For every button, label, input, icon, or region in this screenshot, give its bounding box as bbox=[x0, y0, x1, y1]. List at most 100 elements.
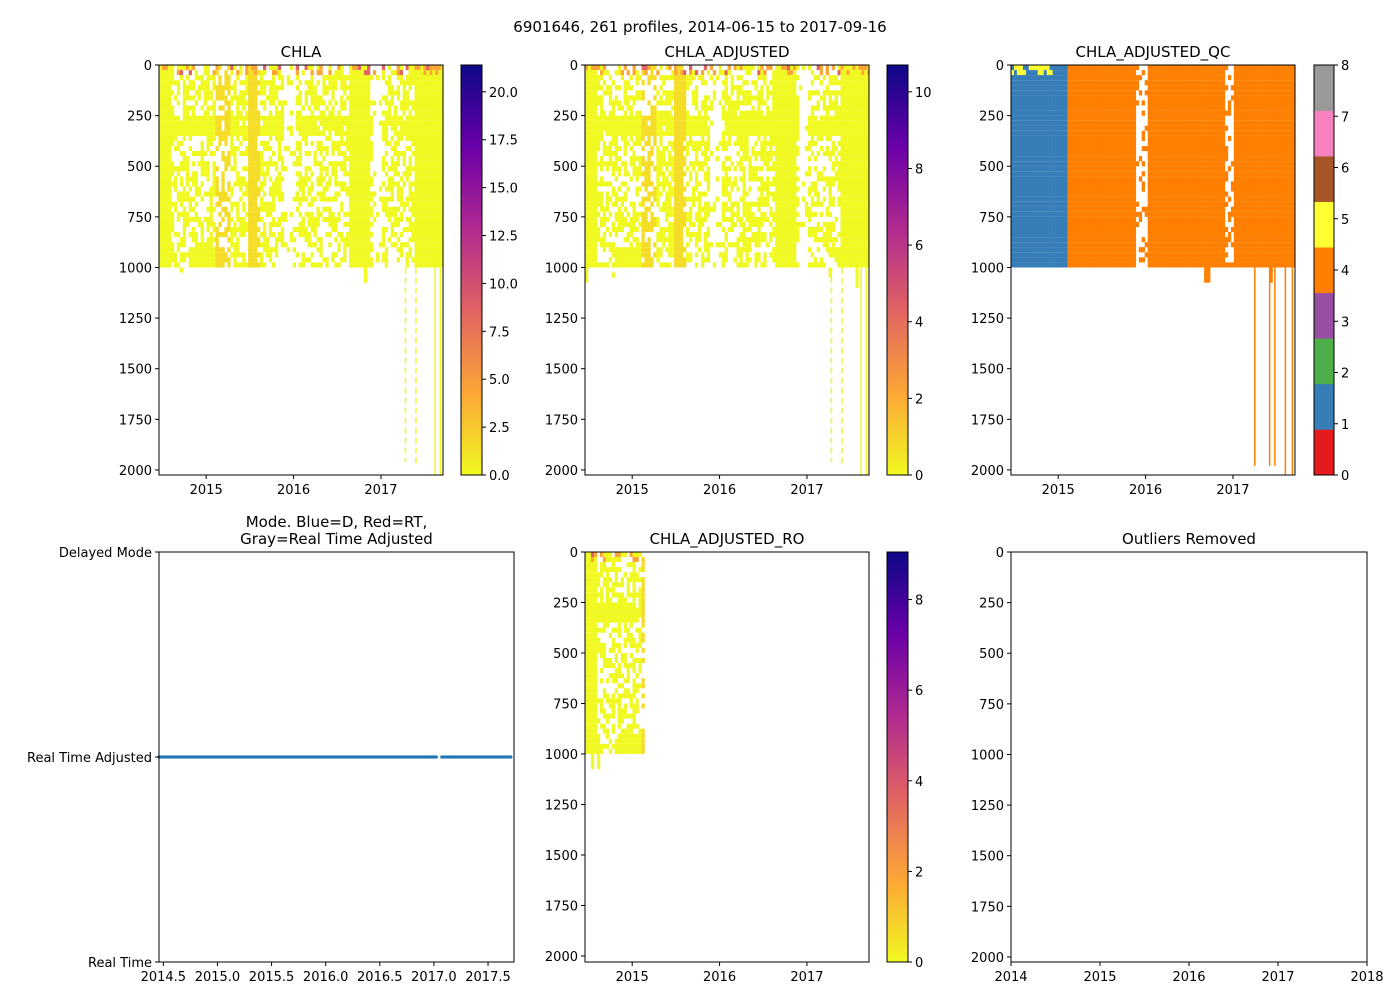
heatmap-cell bbox=[730, 206, 734, 212]
heatmap-cell bbox=[159, 221, 163, 227]
heatmap-cell bbox=[703, 237, 708, 243]
heatmap-cell bbox=[674, 171, 678, 177]
heatmap-cell bbox=[283, 100, 288, 106]
heatmap-cell bbox=[206, 262, 210, 268]
heatmap-cell bbox=[662, 186, 666, 192]
heatmap-cell bbox=[387, 80, 392, 86]
heatmap-cell bbox=[164, 130, 169, 136]
heatmap-cell bbox=[411, 120, 415, 126]
heatmap-cell bbox=[358, 176, 362, 182]
heatmap-cell bbox=[432, 227, 436, 233]
heatmap-cell bbox=[162, 105, 166, 111]
heatmap-cell bbox=[724, 125, 728, 131]
heatmap-cell bbox=[361, 196, 365, 202]
heatmap-cell bbox=[405, 105, 409, 111]
heatmap-cell bbox=[858, 100, 862, 106]
heatmap-cell bbox=[846, 211, 850, 217]
heatmap-cell bbox=[697, 140, 702, 146]
heatmap-cell bbox=[182, 196, 187, 202]
heatmap-cell bbox=[432, 252, 436, 258]
heatmap-cell bbox=[224, 85, 228, 91]
heatmap-cell bbox=[159, 242, 163, 248]
heatmap-cell bbox=[369, 140, 374, 146]
heatmap-cell bbox=[218, 125, 222, 131]
heatmap-cell bbox=[405, 166, 409, 172]
heatmap-cell bbox=[212, 100, 216, 106]
heatmap-cell bbox=[325, 262, 329, 268]
heatmap-cell bbox=[748, 216, 752, 222]
heatmap-cell bbox=[638, 252, 642, 258]
heatmap-cell bbox=[215, 232, 219, 238]
heatmap-cell bbox=[778, 95, 782, 101]
heatmap-cell bbox=[396, 171, 400, 177]
heatmap-cell bbox=[825, 65, 829, 71]
heatmap-cell bbox=[825, 120, 829, 126]
heatmap-cell bbox=[837, 80, 841, 86]
heatmap-cell bbox=[706, 252, 711, 258]
heatmap-cell bbox=[605, 125, 610, 131]
heatmap-cell bbox=[221, 176, 225, 182]
heatmap-cell bbox=[748, 115, 752, 121]
heatmap-cell bbox=[200, 247, 204, 253]
heatmap-cell bbox=[426, 242, 430, 248]
heatmap-cell bbox=[644, 171, 648, 177]
heatmap-cell bbox=[674, 156, 678, 162]
heatmap-cell bbox=[718, 221, 722, 227]
heatmap-cell bbox=[647, 227, 651, 233]
heatmap-cell bbox=[585, 267, 589, 273]
heatmap-cell bbox=[313, 161, 317, 167]
heatmap-cell bbox=[179, 181, 184, 187]
heatmap-cell bbox=[659, 161, 663, 167]
heatmap-cell bbox=[179, 196, 184, 202]
heatmap-cell bbox=[340, 237, 344, 243]
heatmap-cell bbox=[164, 262, 169, 268]
heatmap-cell bbox=[769, 237, 773, 243]
heatmap-cell bbox=[843, 196, 847, 202]
heatmap-cell bbox=[590, 262, 595, 268]
heatmap-cell bbox=[167, 232, 172, 238]
heatmap-cell bbox=[585, 90, 589, 96]
heatmap-cell bbox=[656, 257, 660, 263]
heatmap-cell bbox=[369, 257, 374, 263]
heatmap-cell bbox=[602, 120, 607, 126]
heatmap-cell bbox=[588, 146, 592, 152]
heatmap-cell bbox=[390, 227, 394, 233]
heatmap-cell bbox=[239, 227, 243, 233]
heatmap-cell bbox=[298, 161, 302, 167]
heatmap-cell bbox=[668, 191, 672, 197]
heatmap-cell bbox=[736, 125, 740, 131]
heatmap-cell bbox=[295, 100, 299, 106]
heatmap-cell bbox=[775, 206, 779, 212]
heatmap-cell bbox=[364, 95, 368, 101]
heatmap-cell bbox=[435, 70, 439, 76]
heatmap-cell bbox=[248, 191, 252, 197]
heatmap-cell bbox=[804, 125, 809, 131]
heatmap-cell bbox=[632, 100, 636, 106]
heatmap-cell bbox=[754, 216, 758, 222]
heatmap-cell bbox=[855, 120, 859, 126]
heatmap-cell bbox=[301, 221, 305, 227]
heatmap-cell bbox=[778, 196, 782, 202]
heatmap-cell bbox=[807, 95, 812, 101]
heatmap-cell bbox=[585, 262, 589, 268]
heatmap-cell bbox=[367, 211, 371, 217]
heatmap-cell bbox=[840, 65, 844, 71]
heatmap-cell bbox=[650, 120, 654, 126]
heatmap-cell bbox=[828, 75, 832, 81]
heatmap-cell bbox=[319, 161, 323, 167]
heatmap-cell bbox=[313, 227, 317, 233]
heatmap-cell bbox=[221, 135, 225, 141]
heatmap-cell bbox=[346, 75, 350, 81]
heatmap-cell bbox=[271, 232, 276, 238]
heatmap-cell bbox=[858, 75, 862, 81]
heatmap-cell bbox=[614, 227, 618, 233]
heatmap-cell bbox=[164, 105, 169, 111]
heatmap-cell bbox=[159, 161, 163, 167]
heatmap-cell bbox=[212, 75, 216, 81]
heatmap-cell bbox=[328, 100, 332, 106]
heatmap-cell bbox=[328, 70, 332, 76]
heatmap-cell bbox=[164, 237, 169, 243]
heatmap-cell bbox=[855, 282, 859, 288]
heatmap-cell bbox=[307, 90, 311, 96]
heatmap-cell bbox=[224, 156, 228, 162]
